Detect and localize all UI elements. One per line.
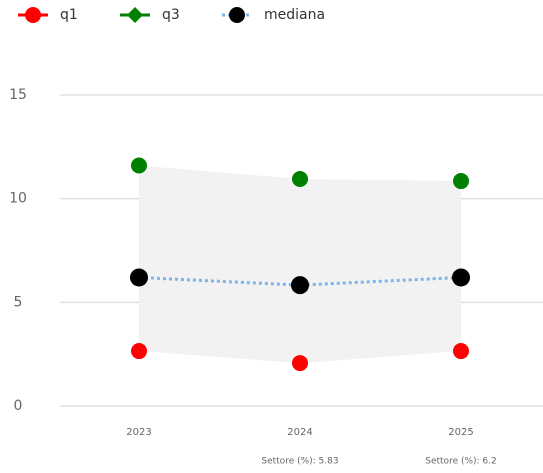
point	[292, 355, 308, 372]
point	[292, 170, 308, 187]
legend-marker	[229, 7, 245, 23]
legend-marker	[127, 7, 143, 23]
point	[291, 276, 309, 295]
point	[131, 343, 147, 360]
point	[131, 157, 147, 174]
band	[139, 165, 461, 364]
legend-label: q1	[60, 7, 78, 23]
y-tick-label: 5	[14, 294, 23, 310]
x-tick-label: 2023	[126, 427, 151, 438]
x-tick-label: 2025	[448, 427, 473, 438]
y-tick-label: 0	[14, 398, 23, 414]
point	[453, 173, 469, 190]
y-tick-label: 15	[9, 87, 27, 103]
legend-marker	[25, 7, 41, 23]
point	[453, 343, 469, 360]
legend-label: mediana	[264, 7, 325, 23]
x-sublabel: Settore (%): 5.83	[261, 457, 338, 467]
point	[452, 268, 470, 287]
y-tick-label: 10	[9, 191, 27, 207]
x-sublabel: Settore (%): 6.2	[425, 457, 497, 467]
legend-label: q3	[162, 7, 180, 23]
point	[130, 268, 148, 287]
x-tick-label: 2024	[287, 427, 312, 438]
